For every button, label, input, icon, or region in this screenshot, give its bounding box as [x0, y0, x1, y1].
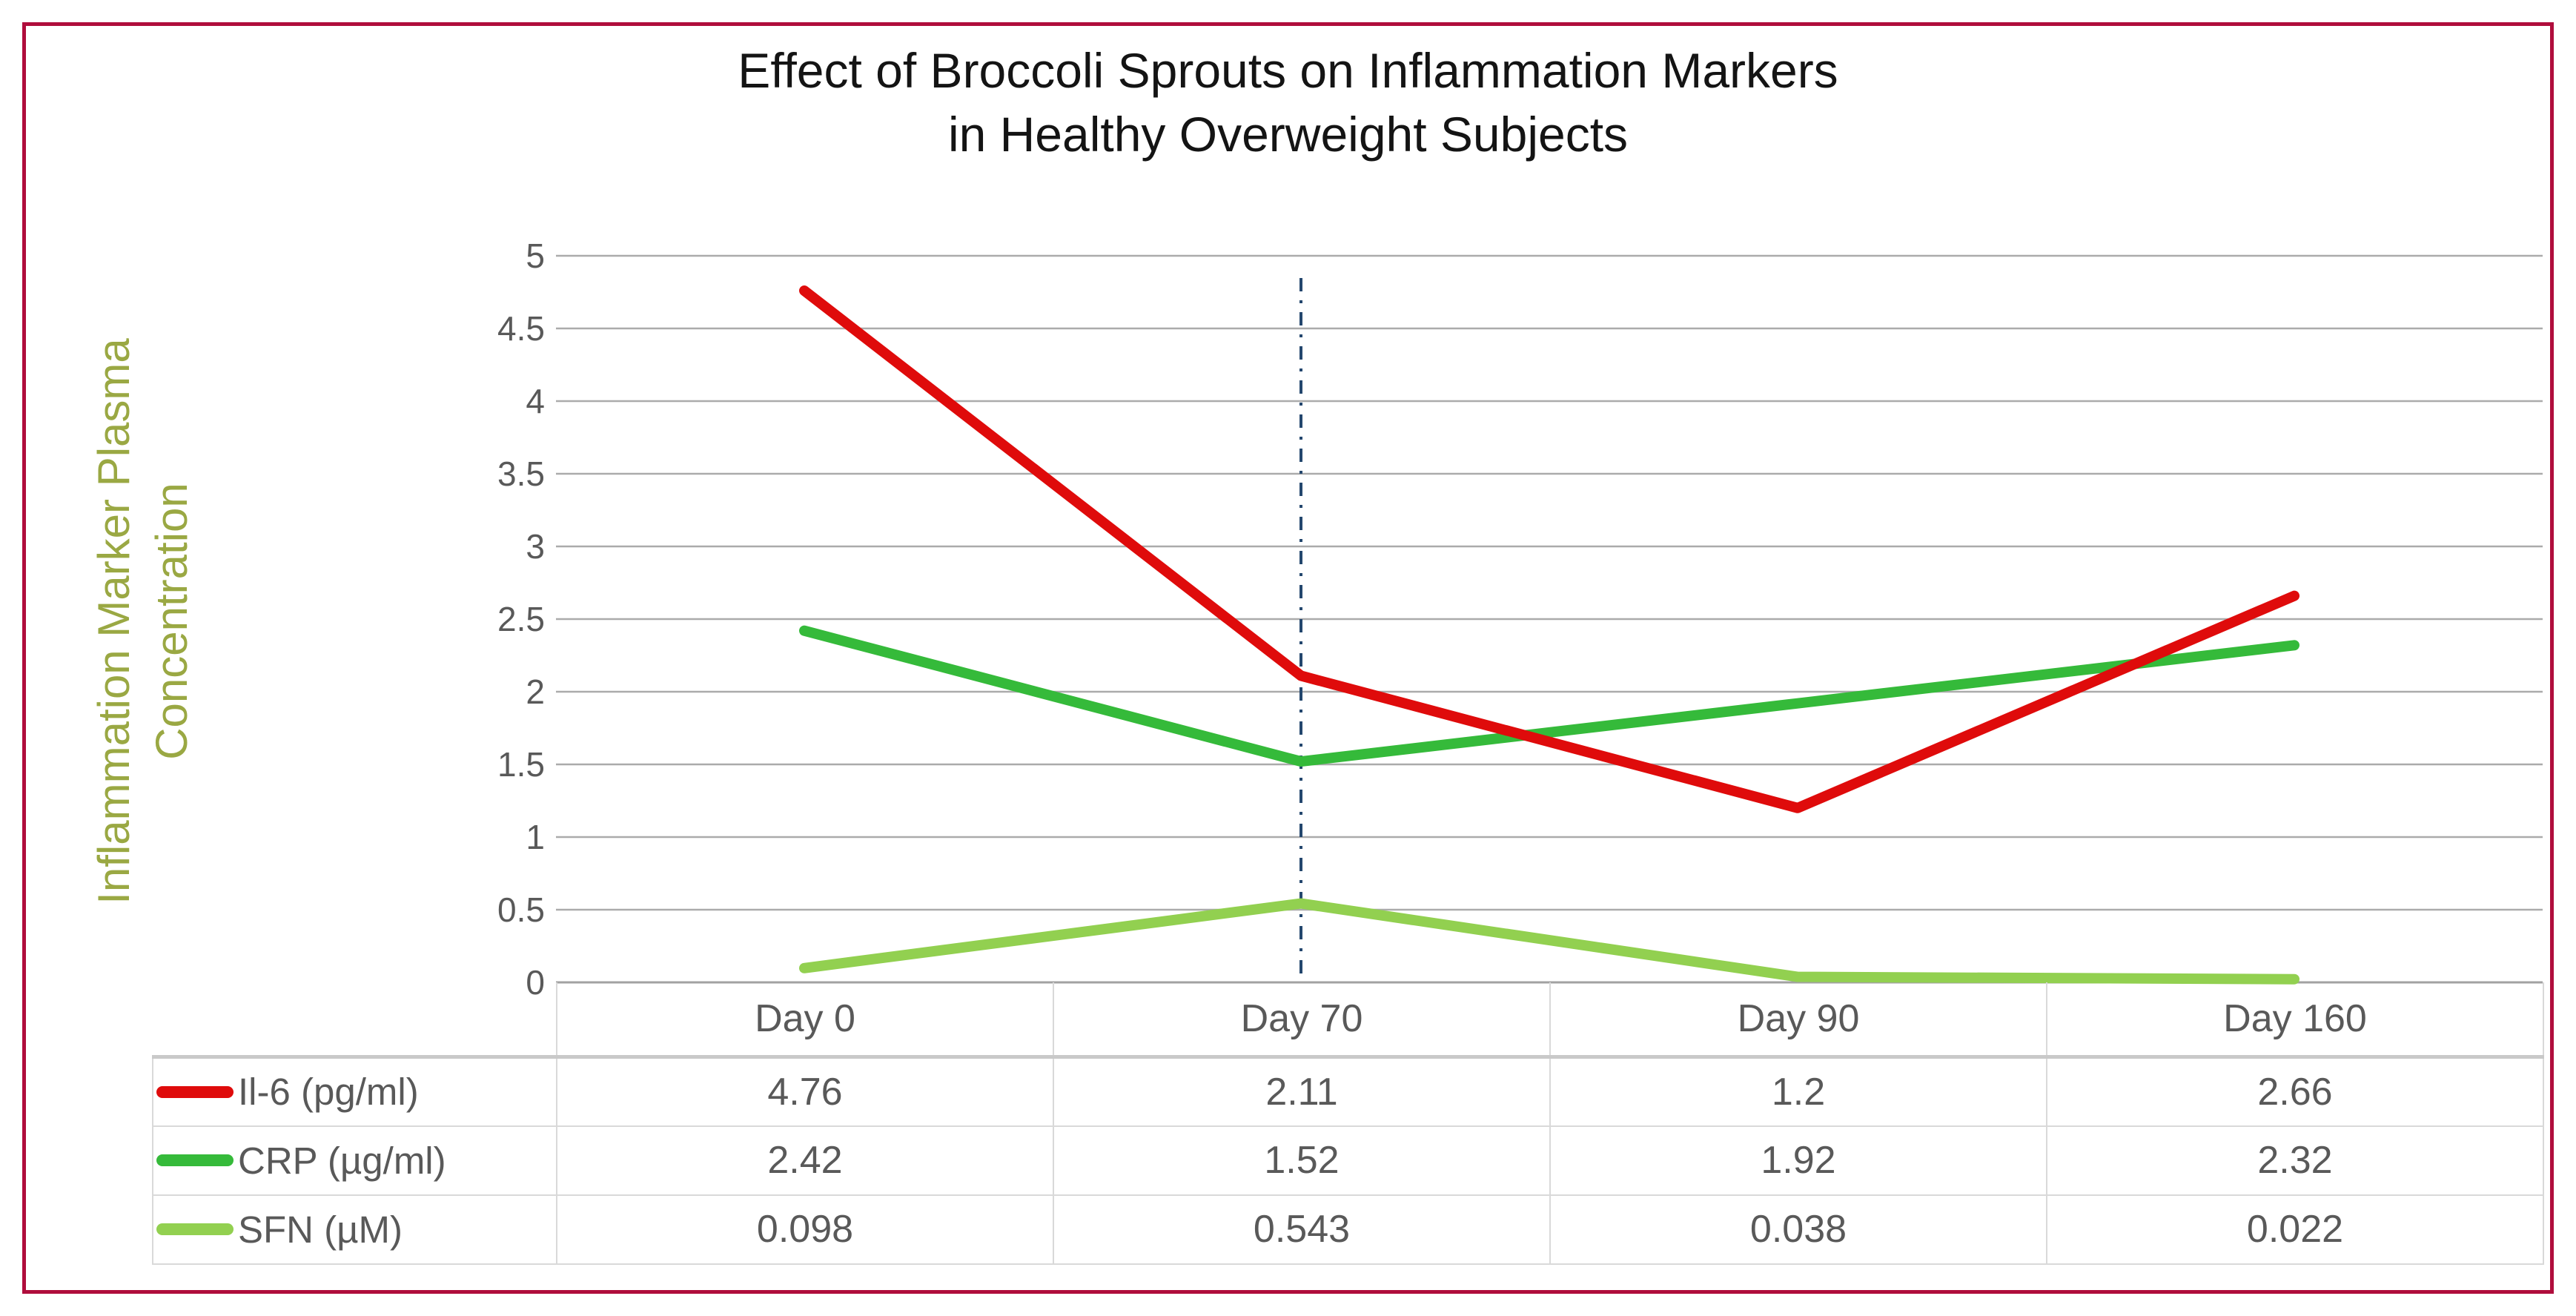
y-tick-label-3: 3	[526, 527, 545, 566]
y-tick-label-1: 1	[526, 818, 545, 856]
value-cell-il-6-pg-ml-day-160: 2.66	[2046, 1056, 2544, 1127]
y-tick-label-4.5: 4.5	[497, 309, 545, 348]
value-cell-il-6-pg-ml-day-0: 4.76	[556, 1056, 1054, 1127]
legend-label: Il-6 (pg/ml)	[238, 1071, 419, 1114]
y-axis-title-line-2: Concentration	[147, 483, 196, 760]
chart-title-line-1: Effect of Broccoli Sprouts on Inflammati…	[738, 43, 1838, 98]
y-tick-label-4: 4	[526, 382, 545, 420]
column-header-day-0: Day 0	[556, 982, 1054, 1059]
value-cell-crp-g-ml-day-160: 2.32	[2046, 1125, 2544, 1196]
column-header-day-90: Day 90	[1549, 982, 2047, 1059]
value-cell-crp-g-ml-day-90: 1.92	[1549, 1125, 2047, 1196]
value-cell-crp-g-ml-day-0: 2.42	[556, 1125, 1054, 1196]
column-header-day-160: Day 160	[2046, 982, 2544, 1059]
y-axis-ticks: 0 0.5 1 1.5 2 2.5 3 3.5 4 4.5 5	[334, 0, 545, 1316]
plot-area	[556, 254, 2543, 985]
row-label-sfn-m: SFN (µM)	[152, 1194, 557, 1265]
legend-label: CRP (µg/ml)	[238, 1139, 446, 1182]
value-cell-il-6-pg-ml-day-70: 2.11	[1053, 1056, 1551, 1127]
y-axis-title-line-1: Inflammation Marker Plasma	[89, 338, 139, 905]
row-label-il-6-pg-ml: Il-6 (pg/ml)	[152, 1056, 557, 1127]
y-tick-label-1.5: 1.5	[497, 745, 545, 784]
table-row-il-6-pg-ml: Il-6 (pg/ml) 4.76 2.11 1.2 2.66	[152, 1056, 2544, 1127]
x-axis-header-row: Day 0 Day 70 Day 90 Day 160	[153, 982, 2544, 1059]
legend-label: SFN (µM)	[238, 1208, 403, 1251]
value-cell-sfn-m-day-160: 0.022	[2046, 1194, 2544, 1265]
series-line-il-6-pg-ml	[799, 285, 2299, 813]
value-cell-il-6-pg-ml-day-90: 1.2	[1549, 1056, 2047, 1127]
y-tick-label-0.5: 0.5	[497, 890, 545, 929]
series-line-crp-g-ml	[799, 625, 2299, 767]
table-row-crp-g-ml: CRP (µg/ml) 2.42 1.52 1.92 2.32	[152, 1125, 2544, 1196]
value-cell-sfn-m-day-0: 0.098	[556, 1194, 1054, 1265]
value-cell-sfn-m-day-90: 0.038	[1549, 1194, 2047, 1265]
value-cell-crp-g-ml-day-70: 1.52	[1053, 1125, 1551, 1196]
table-corner-cell	[153, 982, 557, 1059]
y-tick-label-5: 5	[526, 237, 545, 275]
legend-key-crp-g-ml	[156, 1154, 234, 1166]
y-axis-title: Inflammation Marker Plasma Concentration	[85, 258, 204, 985]
y-tick-label-2.5: 2.5	[497, 600, 545, 638]
y-tick-label-3.5: 3.5	[497, 454, 545, 493]
value-cell-sfn-m-day-70: 0.543	[1053, 1194, 1551, 1265]
chart-title: Effect of Broccoli Sprouts on Inflammati…	[30, 39, 2546, 166]
column-header-day-70: Day 70	[1053, 982, 1551, 1059]
table-row-sfn-m: SFN (µM) 0.098 0.543 0.038 0.022	[152, 1194, 2544, 1265]
legend-key-il-6-pg-ml	[156, 1085, 234, 1098]
data-table: Day 0 Day 70 Day 90 Day 160 Il-6 (pg/ml) 4.7…	[152, 982, 2544, 1265]
row-label-crp-g-ml: CRP (µg/ml)	[152, 1125, 557, 1196]
y-tick-label-2: 2	[526, 672, 545, 711]
series-line-sfn-m	[799, 898, 2299, 985]
legend-key-sfn-m	[156, 1223, 234, 1235]
chart-title-line-2: in Healthy Overweight Subjects	[947, 107, 1629, 162]
